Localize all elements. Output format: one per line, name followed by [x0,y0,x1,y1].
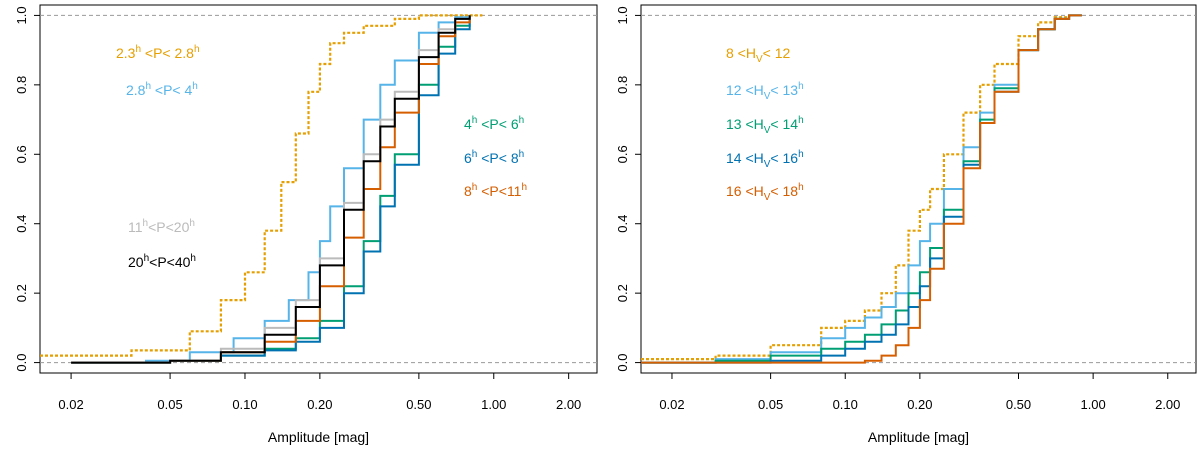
series-line-1 [40,14,483,357]
legend-label-4: 14 <HV< 16h [726,149,804,170]
y-tick-label: 0.4 [14,215,29,233]
x-tick-label: 0.02 [58,397,83,412]
x-tick-label: 1.00 [1080,397,1105,412]
legend-label-3: 4h <P< 6h [464,115,524,132]
y-tick-label: 0.2 [615,284,630,302]
legend-label-7: 20h<P<40h [128,253,196,270]
series-line-5 [641,14,1082,364]
legend-label-4: 6h <P< 8h [464,149,524,166]
series-line-2 [641,14,1082,364]
chart-panel-1: 0.0 0.2 0.4 0.6 0.8 1.0 0.02 0.05 0.10 0.20 0.50 1.… [14,4,598,445]
y-tick-label: 1.0 [615,6,630,24]
y-tick-label: 1.0 [14,6,29,24]
series-line-5 [71,15,471,364]
x-tick-label: 0.02 [659,397,684,412]
series-line-3 [71,15,471,364]
y-tick-label: 0.0 [14,354,29,372]
series-line-3 [641,14,1082,364]
legend-label-1: 2.3h <P< 2.8h [116,44,200,61]
x-tick-label: 2.00 [1155,397,1180,412]
series-line-2 [71,15,471,364]
series-line-4 [641,14,1082,364]
legend-label-5: 16 <HV< 18h [726,182,804,203]
y-tick-label: 0.8 [14,76,29,94]
x-tick-label: 0.05 [758,397,783,412]
x-axis-label: Amplitude [mag] [268,429,369,445]
legend-label-5: 8h <P<11h [464,182,527,199]
x-tick-label: 0.20 [307,397,332,412]
x-tick-label: 0.20 [907,397,932,412]
legend-label-3: 13 <HV< 14h [726,115,804,136]
legend-label-2: 2.8h <P< 4h [126,81,198,98]
x-tick-label: 2.00 [556,397,581,412]
y-tick-label: 0.2 [14,284,29,302]
series-line-6 [71,15,471,364]
y-tick-label: 0.6 [615,145,630,163]
series-line-1 [641,15,1071,361]
chart-panel-2: 0.0 0.2 0.4 0.6 0.8 1.0 0.02 0.05 0.10 0.20 0.50 1.… [615,4,1197,445]
series-line-7 [71,15,471,364]
x-axis-label: Amplitude [mag] [868,429,969,445]
x-tick-label: 0.10 [232,397,257,412]
y-tick-label: 0.0 [615,354,630,372]
legend-label-6: 11h<P<20h [128,218,195,235]
x-tick-label: 0.05 [157,397,182,412]
plot-frame [39,4,598,374]
legend-label-2: 12 <HV< 13h [726,81,804,102]
series-line-4 [71,15,471,364]
x-tick-label: 0.10 [833,397,858,412]
y-tick-label: 0.8 [615,76,630,94]
x-tick-label: 1.00 [481,397,506,412]
legend-label-1: 8 <HV< 12 [726,45,790,65]
plot-frame [640,4,1197,374]
x-tick-label: 0.50 [406,397,431,412]
y-tick-label: 0.6 [14,145,29,163]
y-tick-label: 0.4 [615,215,630,233]
x-tick-label: 0.50 [1006,397,1031,412]
